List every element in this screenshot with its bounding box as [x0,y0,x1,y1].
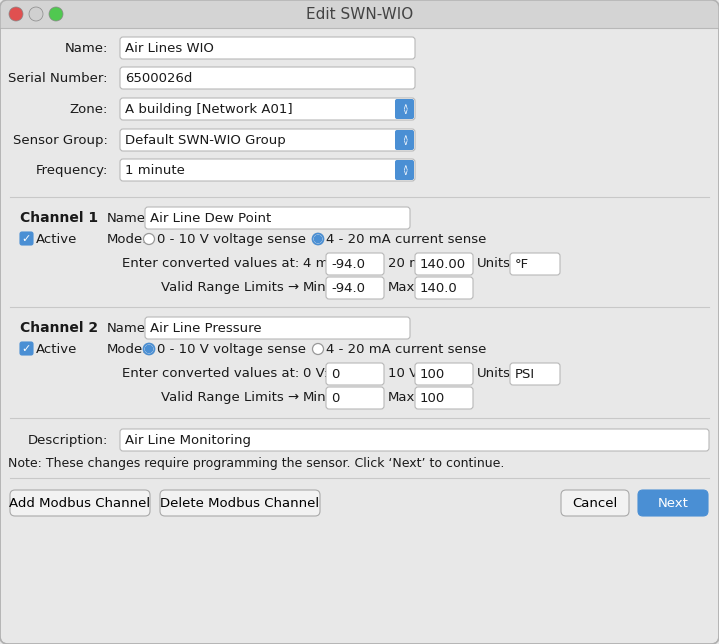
FancyBboxPatch shape [395,99,414,119]
Text: Mode:: Mode: [107,232,147,245]
Text: Units:: Units: [477,256,516,269]
Text: 100: 100 [420,392,445,404]
FancyBboxPatch shape [120,129,415,151]
Text: ∨: ∨ [402,107,407,116]
Text: 4 mA:: 4 mA: [303,256,342,269]
Text: Active: Active [36,343,78,355]
Text: ∧: ∧ [402,163,407,172]
Text: Valid Range Limits →: Valid Range Limits → [161,390,299,404]
Text: °F: °F [515,258,529,270]
FancyBboxPatch shape [0,0,719,28]
Text: Enter converted values at:: Enter converted values at: [122,256,299,269]
Text: Delete Modbus Channel: Delete Modbus Channel [160,497,319,509]
Text: Sensor Group:: Sensor Group: [13,133,108,146]
Text: 0 V:: 0 V: [303,366,328,379]
Text: Min:: Min: [303,281,331,294]
FancyBboxPatch shape [120,67,415,89]
Text: Channel 1: Channel 1 [20,211,98,225]
FancyBboxPatch shape [20,232,33,245]
Circle shape [144,234,155,245]
Text: Zone:: Zone: [70,102,108,115]
Text: Enter converted values at:: Enter converted values at: [122,366,299,379]
Text: Name:: Name: [107,211,150,225]
FancyBboxPatch shape [510,363,560,385]
FancyBboxPatch shape [326,277,384,299]
Circle shape [29,7,43,21]
Bar [0,14,719,28]
Text: 1 minute: 1 minute [125,164,185,176]
Text: Air Line Pressure: Air Line Pressure [150,321,262,334]
FancyBboxPatch shape [326,387,384,409]
Text: 100: 100 [420,368,445,381]
Text: Air Lines WIO: Air Lines WIO [125,41,214,55]
Text: A building [Network A01]: A building [Network A01] [125,102,293,115]
Text: -94.0: -94.0 [331,258,365,270]
FancyBboxPatch shape [160,490,320,516]
Text: 20 mA: 20 mA [388,256,431,269]
Text: Serial Number:: Serial Number: [9,71,108,84]
FancyBboxPatch shape [415,277,473,299]
Text: Note: These changes require programming the sensor. Click ‘Next’ to continue.: Note: These changes require programming … [8,457,504,469]
Text: ✓: ✓ [22,343,31,354]
Text: Cancel: Cancel [572,497,618,509]
Text: Max:: Max: [388,390,420,404]
Text: 0: 0 [331,392,339,404]
Circle shape [313,234,324,245]
Text: 0 - 10 V voltage sense: 0 - 10 V voltage sense [157,343,306,355]
Text: Active: Active [36,232,78,245]
Text: 140.0: 140.0 [420,281,458,294]
FancyBboxPatch shape [415,363,473,385]
Text: ∨: ∨ [402,168,407,177]
Text: Air Line Dew Point: Air Line Dew Point [150,211,271,225]
Text: Mode:: Mode: [107,343,147,355]
FancyBboxPatch shape [638,490,708,516]
Text: Next: Next [658,497,688,509]
Text: Frequency:: Frequency: [36,164,108,176]
Text: 4 - 20 mA current sense: 4 - 20 mA current sense [326,232,486,245]
Text: Name:: Name: [65,41,108,55]
FancyBboxPatch shape [120,37,415,59]
Text: 6500026d: 6500026d [125,71,193,84]
Text: Valid Range Limits →: Valid Range Limits → [161,281,299,294]
FancyBboxPatch shape [326,253,384,275]
FancyBboxPatch shape [120,429,709,451]
Text: Min:: Min: [303,390,331,404]
Text: ∧: ∧ [402,102,407,111]
FancyBboxPatch shape [395,160,414,180]
Text: 140.00: 140.00 [420,258,466,270]
Text: 10 V:: 10 V: [388,366,421,379]
FancyBboxPatch shape [145,317,410,339]
Text: Units:: Units: [477,366,516,379]
Text: PSI: PSI [515,368,535,381]
Text: ✓: ✓ [22,234,31,243]
Text: Add Modbus Channel: Add Modbus Channel [9,497,150,509]
Text: ∧: ∧ [402,133,407,142]
Text: Description:: Description: [27,433,108,446]
FancyBboxPatch shape [145,207,410,229]
Circle shape [145,345,152,353]
Text: -94.0: -94.0 [331,281,365,294]
FancyBboxPatch shape [395,130,414,150]
FancyBboxPatch shape [120,98,415,120]
Text: Max:: Max: [388,281,420,294]
Text: Name:: Name: [107,321,150,334]
Circle shape [314,235,321,243]
Text: 4 - 20 mA current sense: 4 - 20 mA current sense [326,343,486,355]
FancyBboxPatch shape [415,387,473,409]
Circle shape [144,343,155,354]
Text: Channel 2: Channel 2 [20,321,98,335]
FancyBboxPatch shape [20,342,33,355]
Circle shape [9,7,23,21]
Text: Edit SWN-WIO: Edit SWN-WIO [306,6,413,21]
FancyBboxPatch shape [510,253,560,275]
Text: Default SWN-WIO Group: Default SWN-WIO Group [125,133,285,146]
Text: 0: 0 [331,368,339,381]
Text: 0 - 10 V voltage sense: 0 - 10 V voltage sense [157,232,306,245]
FancyBboxPatch shape [561,490,629,516]
Text: Air Line Monitoring: Air Line Monitoring [125,433,251,446]
FancyBboxPatch shape [120,159,415,181]
Text: ∨: ∨ [402,138,407,147]
FancyBboxPatch shape [326,363,384,385]
Circle shape [313,343,324,354]
